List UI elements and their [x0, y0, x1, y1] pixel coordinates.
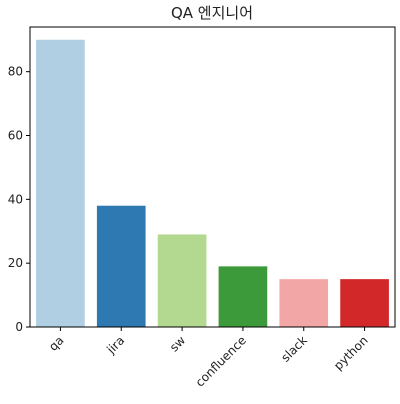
bar-jira: [96, 205, 146, 327]
x-tick-label-sw: sw: [167, 333, 188, 354]
plot-frame: [29, 26, 396, 328]
chart-title: QA 엔지니어: [171, 4, 253, 22]
y-tick-label-40: 40: [8, 192, 23, 206]
x-tick-label-qa: qa: [46, 333, 66, 353]
y-tick-label-60: 60: [8, 129, 23, 143]
y-axis: 0 20 40 60 80: [8, 65, 30, 334]
x-tick-label-jira: jira: [103, 333, 127, 357]
y-tick-label-80: 80: [8, 65, 23, 79]
bars-group: [36, 39, 389, 327]
x-axis: qa jira sw confluence slack python: [46, 327, 371, 390]
y-tick-label-20: 20: [8, 256, 23, 270]
bar-sw: [157, 234, 207, 327]
y-tick-label-0: 0: [15, 320, 23, 334]
bar-confluence: [218, 266, 268, 327]
bar-slack: [279, 279, 329, 327]
x-tick-label-slack: slack: [278, 333, 309, 364]
x-tick-label-confluence: confluence: [193, 333, 249, 389]
bar-python: [340, 279, 389, 327]
bar-qa: [36, 39, 85, 327]
x-tick-label-python: python: [331, 333, 371, 373]
